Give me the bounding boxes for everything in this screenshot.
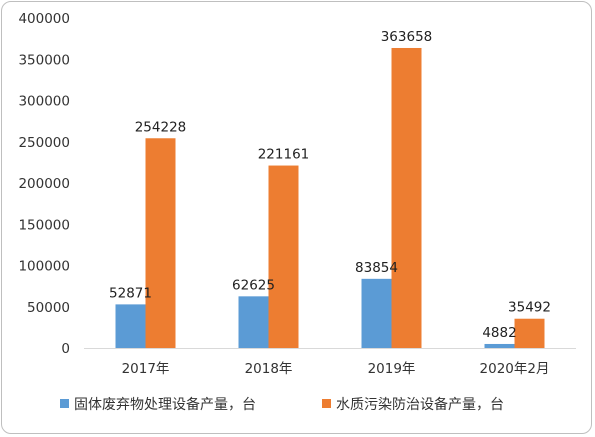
bar-series-group [115,47,545,349]
y-tick-label: 0 [61,341,70,357]
legend-swatch [60,399,69,408]
data-label: 4882 [482,325,516,341]
data-label: 62625 [232,277,275,293]
y-tick-label: 100000 [18,259,70,275]
y-tick-label: 150000 [18,217,70,233]
x-tick-label: 2017年 [122,361,170,377]
bar-series-2 [514,318,545,348]
bar-series-1 [238,296,269,348]
y-tick-label: 50000 [27,300,70,316]
data-label: 35492 [508,300,551,316]
data-label: 83854 [355,260,398,276]
data-label: 254228 [135,119,187,135]
data-label: 52871 [109,285,152,301]
bar-series-2 [391,47,422,349]
bar-series-2 [145,138,176,348]
data-label: 363658 [381,29,433,45]
y-tick-label: 300000 [18,94,70,110]
legend-label: 水质污染防治设备产量，台 [336,396,504,413]
y-tick-label: 350000 [18,52,70,68]
data-label-group: 52871 62625 83854 4882 254228 221161 363658 354… [109,29,551,341]
bar-series-1 [115,304,146,348]
x-tick-label: 2020年2月 [480,361,550,377]
x-tick-label: 2018年 [245,361,293,377]
bar-series-2 [268,165,299,348]
y-tick-label: 400000 [18,11,70,27]
x-axis: 2017年 2018年 2019年 2020年2月 [84,348,576,377]
data-label: 221161 [258,147,310,163]
y-axis: 0 50000 100000 150000 200000 250000 300000 3500… [18,11,70,357]
bar-series-1 [484,343,515,348]
y-tick-label: 250000 [18,135,70,151]
x-tick-label: 2019年 [368,361,416,377]
y-tick-label: 200000 [18,176,70,192]
legend-swatch [322,399,331,408]
legend-label: 固体废弃物处理设备产量，台 [74,396,256,413]
bar-series-1 [361,278,392,348]
legend: 固体废弃物处理设备产量，台 水质污染防治设备产量，台 [60,396,504,413]
